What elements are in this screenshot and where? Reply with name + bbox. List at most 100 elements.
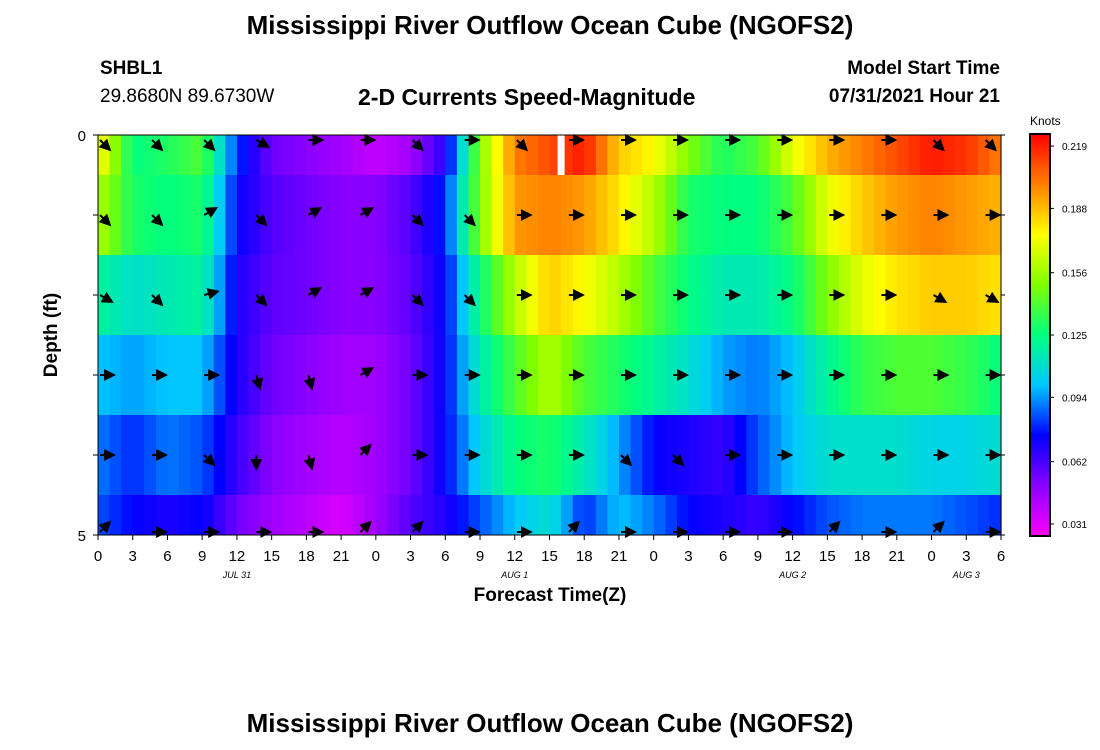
current-arrow <box>567 520 581 534</box>
heatmap-cell <box>225 175 238 255</box>
heatmap-cell <box>306 335 319 415</box>
x-tick-label: 6 <box>163 548 171 565</box>
heatmap-cell <box>769 495 782 535</box>
heatmap-cell <box>815 495 828 535</box>
current-arrow <box>255 136 271 149</box>
heatmap-cell <box>862 335 875 415</box>
heatmap-cell <box>595 135 608 175</box>
heatmap-cell <box>931 255 944 335</box>
current-arrow <box>254 293 268 307</box>
heatmap-cell <box>132 135 145 175</box>
heatmap-cell <box>341 415 354 495</box>
heatmap-cell <box>954 135 967 175</box>
current-arrow <box>984 138 997 152</box>
date-label: AUG 2 <box>778 570 806 580</box>
current-arrow <box>303 374 316 391</box>
heatmap-cell <box>225 415 238 495</box>
heatmap-cell <box>433 255 446 335</box>
heatmap-cell <box>757 415 771 495</box>
heatmap-cell <box>711 255 724 335</box>
heatmap-cell <box>480 415 493 495</box>
heatmap-cell <box>746 135 759 175</box>
heatmap-cell <box>225 335 238 415</box>
heatmap-cell <box>977 135 991 175</box>
current-arrow <box>359 286 375 299</box>
heatmap-cell <box>653 415 666 495</box>
heatmap-cell <box>769 175 782 255</box>
heatmap-cell <box>190 335 203 415</box>
heatmap-cell <box>213 495 226 535</box>
chart-title: Mississippi River Outflow Ocean Cube (NG… <box>246 10 854 40</box>
heatmap-cell <box>943 335 956 415</box>
heatmap-cell <box>399 495 412 535</box>
heatmap-cell <box>399 415 412 495</box>
heatmap-cell <box>966 255 979 335</box>
heatmap-cell <box>850 135 863 175</box>
heatmap-cell <box>294 255 307 335</box>
heatmap-cell <box>850 255 863 335</box>
heatmap-cell <box>433 335 446 415</box>
heatmap-cell <box>144 175 157 255</box>
heatmap-cell <box>132 495 145 535</box>
heatmap-cell <box>271 415 284 495</box>
heatmap-cell <box>375 415 389 495</box>
heatmap-cell <box>503 135 516 175</box>
date-label: AUG 1 <box>500 570 528 580</box>
heatmap-cell <box>896 255 909 335</box>
current-arrow <box>307 286 323 299</box>
current-arrow <box>515 138 529 152</box>
current-arrow <box>150 138 164 152</box>
heatmap-cell <box>862 495 875 535</box>
colorbar-tick-label: 0.188 <box>1062 204 1087 215</box>
heatmap-cell <box>595 495 608 535</box>
heatmap-cell <box>341 175 354 255</box>
heatmap-cell <box>480 335 493 415</box>
heatmap-cell <box>977 175 991 255</box>
heatmap-cell <box>584 495 597 535</box>
heatmap-cell <box>769 135 782 175</box>
x-tick-label: 9 <box>476 548 484 565</box>
heatmap-cell <box>584 335 597 415</box>
heatmap-cell <box>387 135 400 175</box>
heatmap-cell <box>190 255 203 335</box>
model-start-value: 07/31/2021 Hour 21 <box>828 86 1000 107</box>
heatmap-cell <box>399 135 412 175</box>
x-tick-label: 15 <box>541 548 558 565</box>
colorbar-label: Knots <box>1030 114 1061 128</box>
heatmap-cell <box>746 335 759 415</box>
heatmap-cell <box>109 335 122 415</box>
heatmap-cell <box>526 255 539 335</box>
heatmap-cell <box>399 175 412 255</box>
heatmap-cell <box>155 255 169 335</box>
heatmap-cell <box>167 255 180 335</box>
heatmap-cell <box>781 495 794 535</box>
heatmap-cell <box>630 135 643 175</box>
heatmap-cell <box>491 335 504 415</box>
heatmap-cell <box>306 255 319 335</box>
heatmap-cell <box>908 175 921 255</box>
current-arrow <box>463 213 476 227</box>
heatmap-cell <box>711 135 724 175</box>
x-tick-label: 0 <box>94 548 102 565</box>
heatmap-cell <box>700 135 713 175</box>
heatmap-cell <box>375 135 389 175</box>
heatmap-cell <box>132 255 145 335</box>
heatmap-cell <box>618 495 632 535</box>
heatmap-cell <box>642 135 655 175</box>
heatmap-cell <box>248 255 261 335</box>
heatmap-cell <box>375 335 389 415</box>
heatmap-cell <box>943 255 956 335</box>
colorbar: 0.219 0.188 0.156 0.125 0.094 0.062 0.031 <box>1029 133 1087 537</box>
heatmap-cell <box>549 415 562 495</box>
heatmap-cell <box>283 495 296 535</box>
heatmap-cell <box>167 335 180 415</box>
heatmap-cell <box>445 255 458 335</box>
heatmap-cell <box>688 335 701 415</box>
heatmap-cell <box>422 415 435 495</box>
heatmap-cell <box>468 255 481 335</box>
heatmap-cell <box>109 415 122 495</box>
current-arrow <box>411 293 424 307</box>
heatmap-cell <box>399 255 412 335</box>
heatmap-cell <box>723 495 736 535</box>
heatmap-cell <box>561 175 574 255</box>
